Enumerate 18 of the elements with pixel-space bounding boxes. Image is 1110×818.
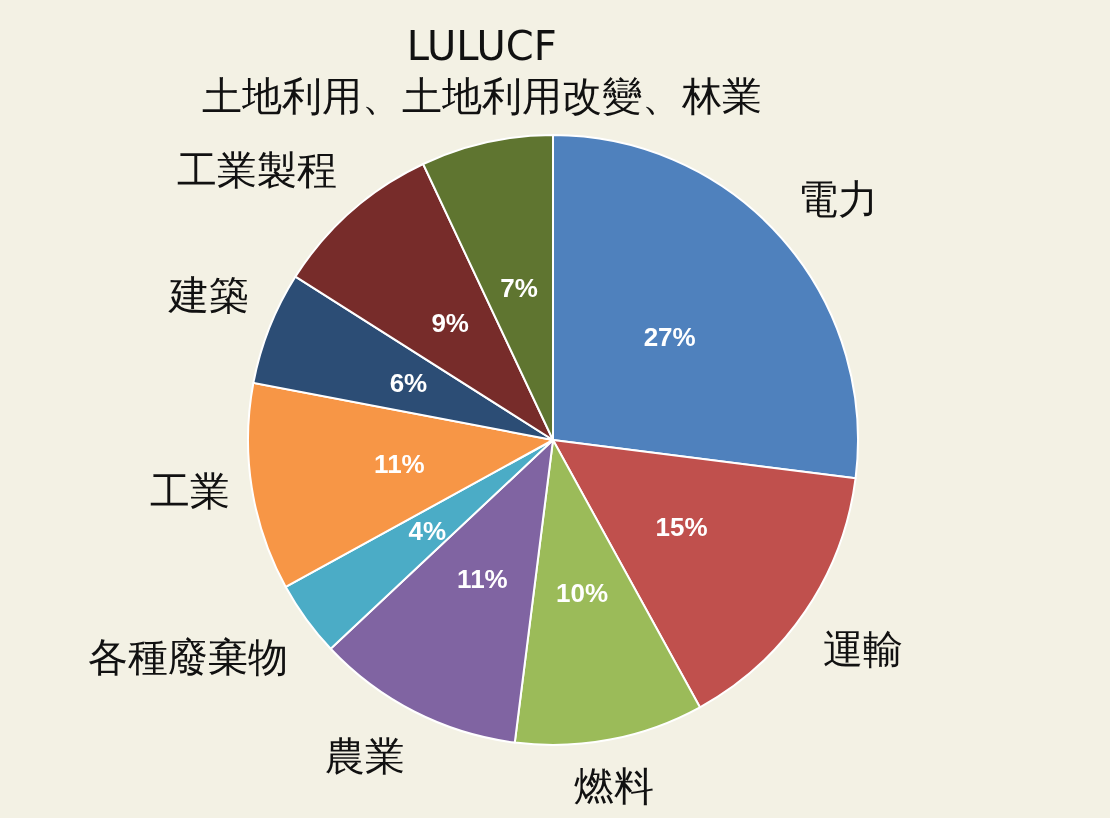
data-label: 15% [655, 512, 708, 543]
slice-label: LULUCF 土地利用、土地利用改變、林業 [201, 22, 762, 119]
data-label: 27% [643, 322, 696, 353]
slice-label: 電力 [798, 175, 879, 222]
data-label: 11% [374, 449, 425, 480]
slice-label: 各種廢棄物 [88, 634, 289, 681]
slice-label: 建築 [167, 271, 249, 318]
slice-label: 運輸 [823, 625, 904, 672]
data-label: 11% [457, 563, 508, 594]
data-label: 7% [500, 273, 538, 304]
slice-label: 燃料 [574, 763, 655, 810]
data-label: 4% [408, 516, 446, 547]
slice-label: 工業製程 [176, 146, 337, 193]
slice-label: 農業 [324, 733, 405, 780]
data-label: 10% [556, 577, 609, 608]
slice-label: 工業 [150, 468, 231, 515]
data-label: 6% [389, 367, 428, 398]
data-label: 9% [431, 308, 469, 339]
